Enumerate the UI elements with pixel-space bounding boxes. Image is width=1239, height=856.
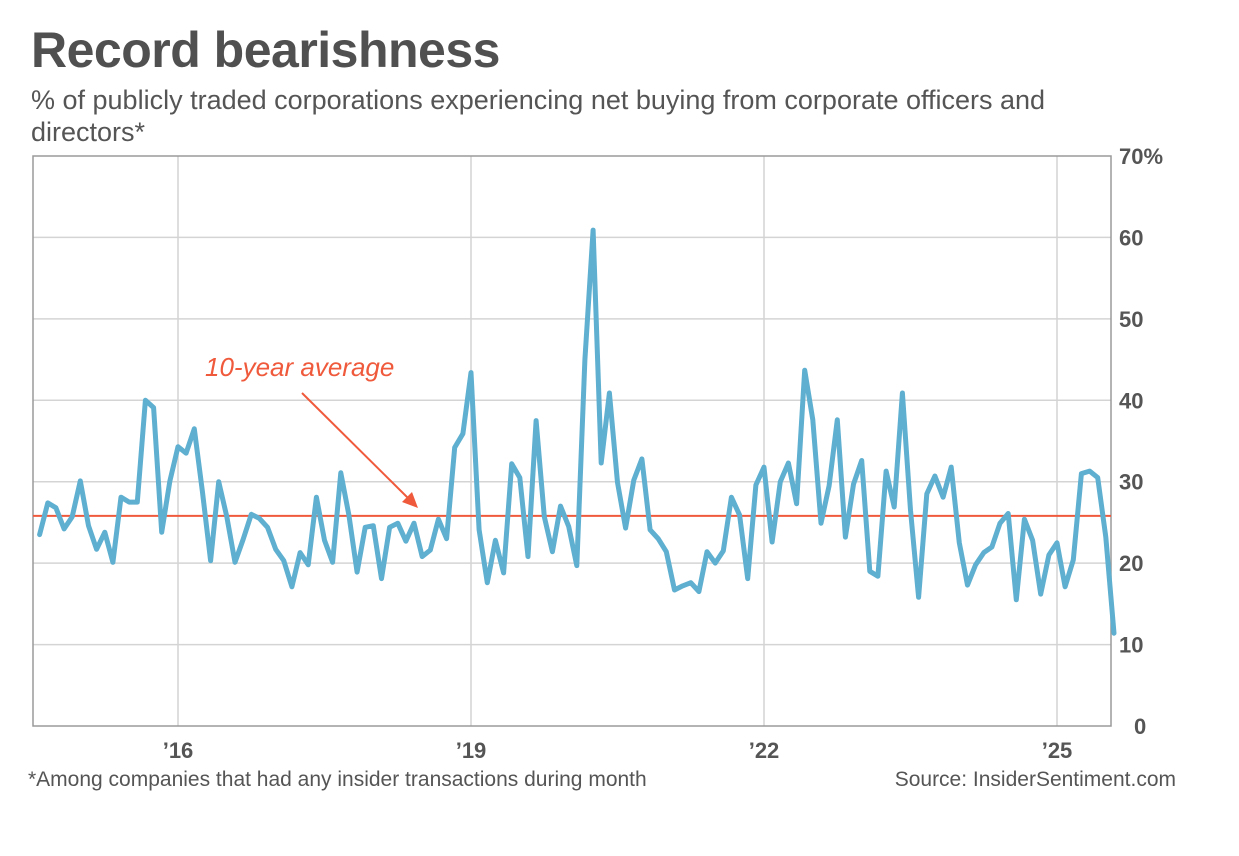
x-tick-label: ’25 [1042, 738, 1073, 763]
series-line [37, 227, 1117, 636]
chart-title: Record bearishness [31, 22, 500, 78]
annotation-arrow [301, 392, 418, 508]
y-tick-label: 60 [1119, 225, 1143, 250]
y-axis: 0 10 20 30 40 50 60 70% [1119, 144, 1163, 739]
annotation-label: 10-year average [205, 352, 394, 382]
y-tick-label: 50 [1119, 307, 1143, 332]
x-tick-label: ’19 [456, 738, 487, 763]
x-axis: ’16 ’19 ’22 ’25 [163, 738, 1073, 763]
y-tick-label: 10 [1119, 633, 1143, 658]
source-credit: Source: InsiderSentiment.com [894, 768, 1176, 791]
y-tick-label: 0 [1134, 714, 1146, 739]
vertical-gridlines [177, 156, 1058, 726]
y-tick-label: 20 [1119, 551, 1143, 576]
x-tick-label: ’22 [749, 738, 780, 763]
y-tick-label: 30 [1119, 470, 1143, 495]
data-points [39, 230, 1115, 634]
y-tick-label: 40 [1119, 388, 1143, 413]
x-tick-label: ’16 [163, 738, 194, 763]
chart-subtitle: % of publicly traded corporations experi… [31, 85, 1046, 147]
y-tick-label: 70% [1119, 144, 1163, 169]
horizontal-gridlines [33, 236, 1111, 646]
footnote: *Among companies that had any insider tr… [28, 768, 647, 791]
plot-frame [32, 155, 1112, 727]
